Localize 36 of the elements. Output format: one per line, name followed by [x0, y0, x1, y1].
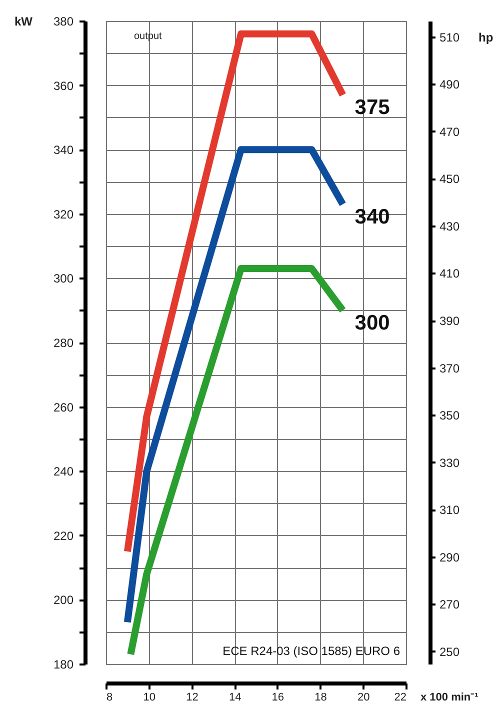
x-tick-label: 14 — [228, 692, 242, 704]
y2-tick-label: 450 — [440, 172, 460, 186]
y-tick-label: 340 — [53, 143, 74, 158]
x-tick-label: 10 — [143, 692, 156, 704]
y-tick-label: 180 — [53, 658, 74, 672]
y-tick-label: 220 — [53, 528, 74, 543]
y2-tick-label: 490 — [440, 78, 460, 92]
y-tick-label: 200 — [53, 593, 74, 608]
y-axis-title: kW — [14, 14, 34, 28]
y2-tick-label: 270 — [440, 598, 460, 612]
y2-tick-label: 310 — [440, 503, 460, 518]
x-tick-label: 20 — [358, 692, 370, 704]
y-tick-label: 380 — [53, 14, 74, 28]
y-tick-label: 280 — [53, 336, 74, 350]
y2-tick-label: 510 — [440, 30, 460, 44]
y2-tick-label: 430 — [440, 219, 460, 234]
y2-axis-title: hp — [478, 30, 494, 44]
x-tick-label: 22 — [394, 692, 406, 704]
y-tick-label: 240 — [53, 464, 74, 479]
y2-tick-label: 250 — [440, 644, 460, 659]
x-tick-label: 16 — [272, 692, 284, 704]
y2-tick-label: 290 — [440, 550, 460, 564]
y-tick-label: 300 — [53, 272, 74, 286]
y-tick-label: 360 — [53, 78, 74, 93]
y2-tick-label: 330 — [440, 456, 460, 470]
y2-tick-label: 390 — [440, 314, 460, 328]
y2-tick-label: 350 — [440, 408, 460, 423]
x-tick-label: 18 — [314, 692, 327, 704]
y2-tick-label: 410 — [440, 266, 460, 281]
y2-tick-label: 370 — [440, 361, 460, 376]
x-axis-title: x 100 min⁻¹ — [420, 692, 479, 704]
y-tick-label: 320 — [53, 207, 74, 222]
x-tick-label: 8 — [106, 692, 113, 704]
x-tick-label: 12 — [186, 692, 198, 704]
y2-tick-label: 470 — [440, 124, 460, 139]
y-tick-label: 260 — [53, 400, 74, 414]
